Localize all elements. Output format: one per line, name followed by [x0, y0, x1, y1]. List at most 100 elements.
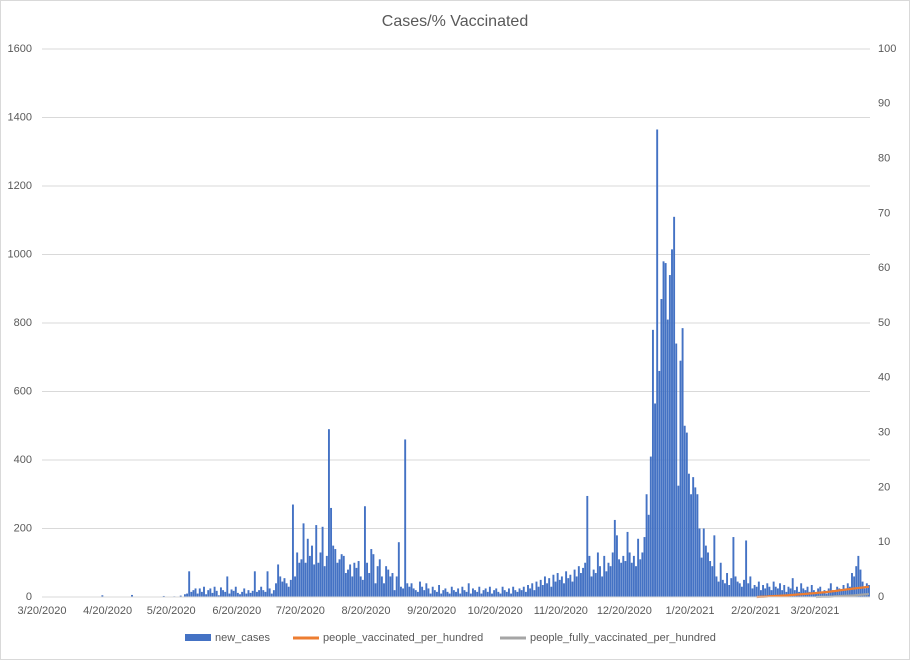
bar — [380, 576, 383, 597]
bar — [851, 573, 853, 597]
bar — [762, 585, 765, 597]
bar — [366, 562, 369, 597]
bar — [188, 571, 191, 597]
bar — [463, 590, 466, 597]
bar — [740, 586, 743, 597]
bar — [471, 588, 474, 597]
bar — [543, 576, 546, 597]
bar — [753, 585, 756, 597]
bar — [704, 545, 707, 597]
bar — [349, 564, 352, 597]
y-tick-label: 800 — [14, 317, 32, 329]
bar — [442, 590, 445, 597]
y2-tick-label: 90 — [878, 98, 890, 110]
bar — [728, 585, 731, 597]
bar — [662, 261, 665, 597]
bar — [522, 586, 525, 597]
bar — [395, 576, 398, 597]
bar — [486, 591, 489, 597]
bar — [550, 586, 553, 597]
x-tick-label: 8/20/2020 — [342, 605, 391, 617]
bar — [488, 586, 491, 597]
bar — [611, 552, 614, 597]
bar — [700, 557, 703, 597]
bar — [601, 576, 604, 597]
bar — [344, 573, 347, 597]
bar — [296, 552, 299, 597]
bar — [228, 593, 231, 597]
bar — [378, 559, 381, 597]
bar — [675, 343, 678, 597]
bar — [664, 263, 667, 597]
bar — [374, 583, 377, 597]
bar — [774, 586, 777, 597]
bar — [772, 581, 775, 597]
legend-label: people_vaccinated_per_hundred — [323, 632, 483, 644]
bar — [253, 571, 256, 597]
bar — [226, 576, 229, 597]
bar — [319, 552, 322, 597]
x-tick-label: 12/20/2020 — [597, 605, 652, 617]
bar — [592, 569, 595, 597]
bar — [658, 370, 661, 597]
bar — [734, 576, 737, 597]
bar — [351, 576, 354, 597]
bar — [283, 578, 286, 597]
bar — [573, 569, 576, 597]
bar — [687, 473, 690, 597]
bar — [647, 514, 650, 597]
bar — [628, 552, 631, 597]
bar — [548, 578, 551, 597]
y-tick-label: 400 — [14, 454, 32, 466]
bar — [603, 555, 606, 597]
y2-tick-label: 10 — [878, 536, 890, 548]
bar — [194, 588, 197, 597]
bar — [723, 583, 726, 597]
bar — [524, 591, 527, 597]
bar — [730, 578, 733, 597]
bar — [615, 535, 618, 597]
bar — [230, 589, 233, 597]
bar — [558, 579, 561, 597]
bar — [275, 583, 277, 597]
bar — [717, 581, 720, 597]
bar — [698, 528, 701, 597]
bar — [732, 537, 735, 597]
bar — [702, 528, 705, 597]
bar — [361, 579, 364, 597]
bar — [321, 526, 324, 597]
bar — [399, 586, 402, 597]
bar — [372, 554, 375, 597]
bar — [336, 562, 339, 597]
bar — [618, 559, 621, 597]
y-tick-label: 1600 — [8, 43, 32, 55]
bar — [279, 576, 282, 597]
bar — [272, 590, 275, 597]
bar — [609, 566, 612, 597]
bar — [247, 590, 250, 597]
bar — [588, 555, 591, 597]
y-tick-label: 1000 — [8, 248, 32, 260]
x-tick-label: 3/20/2020 — [18, 605, 67, 617]
bar — [838, 588, 841, 597]
bar — [342, 555, 345, 597]
bar — [607, 562, 610, 597]
bar — [565, 571, 568, 597]
bar — [327, 429, 330, 597]
y2-tick-label: 60 — [878, 262, 890, 274]
y-tick-label: 600 — [14, 385, 32, 397]
bar — [497, 591, 500, 597]
bar — [325, 555, 328, 597]
bar — [304, 562, 307, 597]
bar — [770, 590, 773, 597]
bar — [586, 495, 589, 597]
x-tick-label: 5/20/2020 — [147, 605, 196, 617]
bar — [266, 571, 269, 597]
bar — [709, 561, 712, 597]
y2-tick-label: 0 — [878, 591, 884, 603]
bar — [537, 586, 540, 597]
bar — [255, 591, 258, 597]
bar — [635, 566, 637, 597]
bar — [332, 545, 335, 597]
